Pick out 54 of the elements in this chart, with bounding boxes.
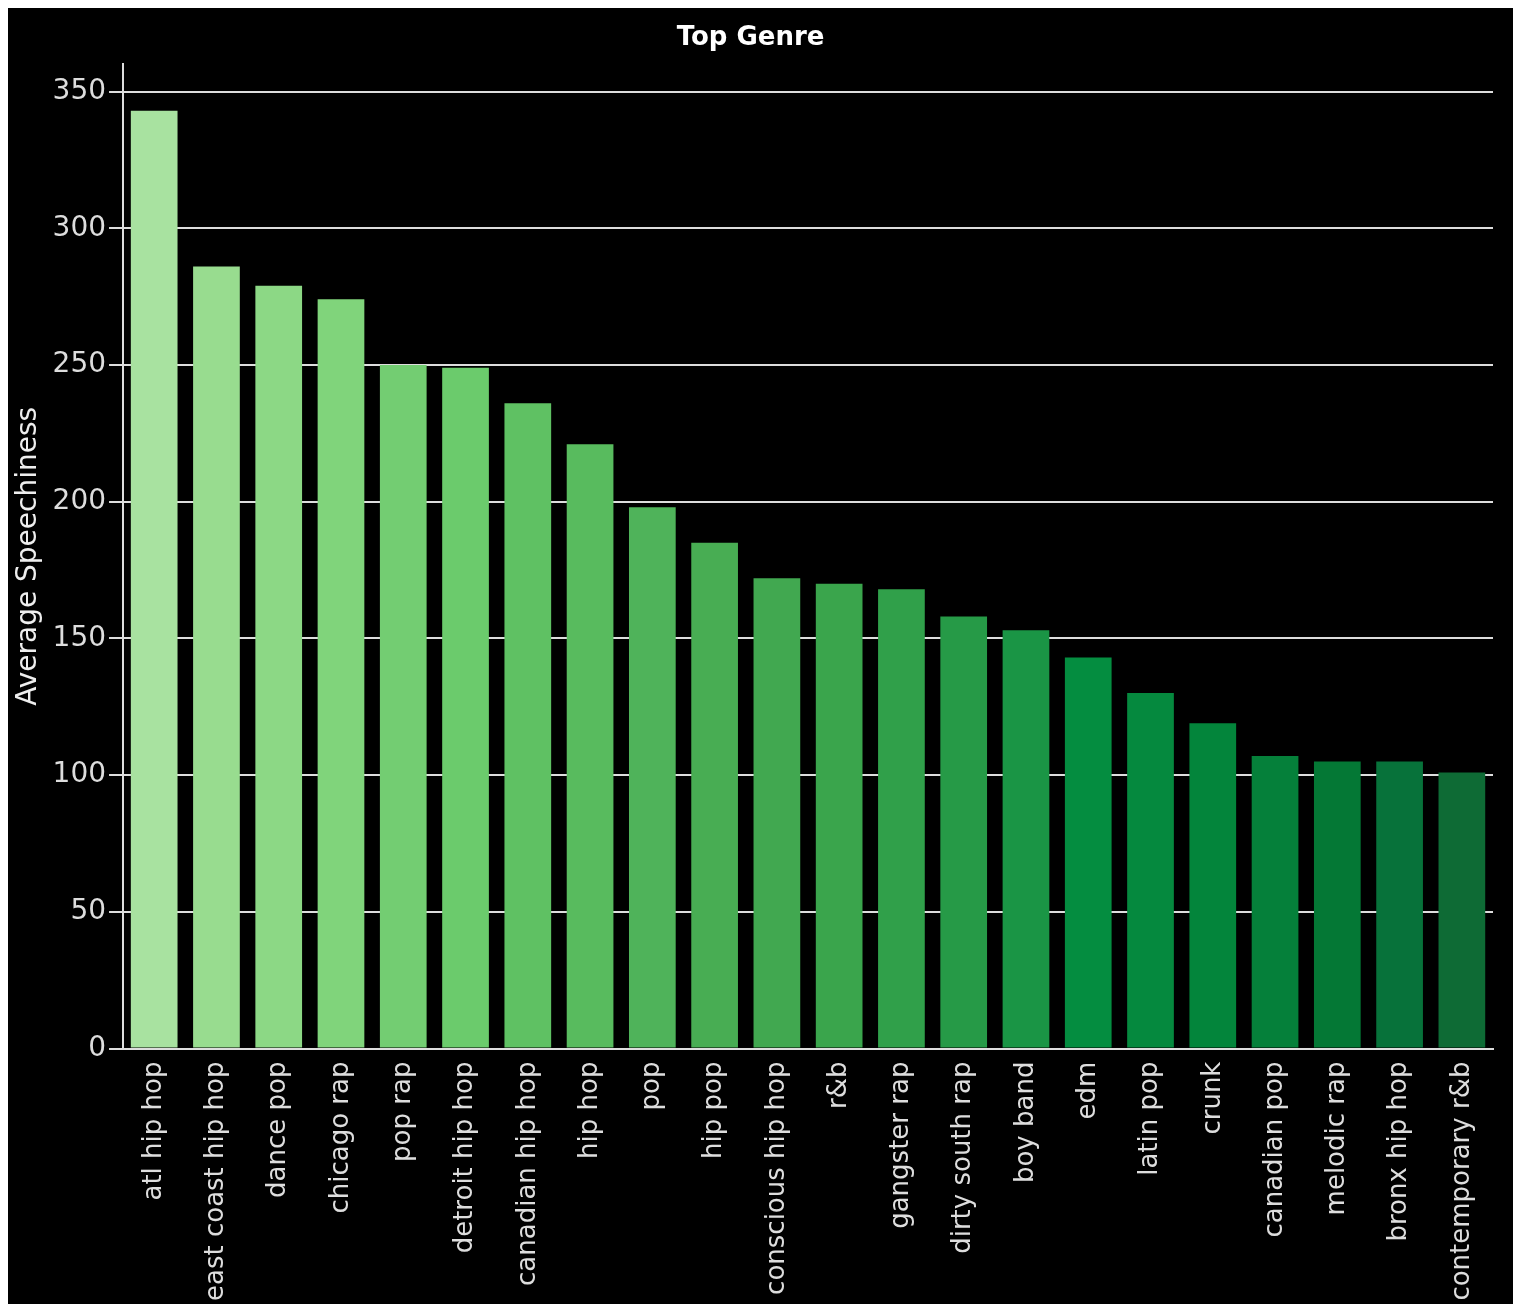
- x-tick-label: detroit hip hop: [448, 1061, 479, 1254]
- bar: [1313, 761, 1361, 1048]
- x-tick-label: boy band: [1008, 1061, 1039, 1184]
- bar: [1064, 657, 1112, 1048]
- y-tick-label: 350: [52, 72, 107, 106]
- x-tick-label: pop rap: [386, 1061, 417, 1162]
- bar: [753, 578, 801, 1048]
- x-tick-label: hip pop: [697, 1061, 728, 1159]
- x-tick-label: pop: [635, 1061, 666, 1111]
- bar: [815, 583, 863, 1048]
- x-tick-label: dirty south rap: [946, 1061, 977, 1254]
- bar: [442, 367, 489, 1048]
- bar: [1189, 723, 1237, 1048]
- x-tick-label: latin pop: [1133, 1061, 1164, 1176]
- bar: [1376, 761, 1423, 1048]
- x-tick-label: canadian hip hop: [510, 1061, 541, 1286]
- y-tick-label: 200: [52, 482, 107, 516]
- bar: [317, 299, 365, 1048]
- x-tick-label: melodic rap: [1320, 1061, 1351, 1216]
- x-tick-label: chicago rap: [323, 1061, 354, 1214]
- bar: [1251, 755, 1299, 1048]
- bar: [628, 507, 676, 1048]
- bar: [940, 616, 988, 1048]
- bar: [193, 266, 240, 1048]
- x-tick-label: east coast hip hop: [199, 1061, 230, 1301]
- bar: [566, 444, 614, 1048]
- x-tick-label: hip hop: [572, 1061, 603, 1159]
- x-tick-label: crunk: [1195, 1061, 1226, 1135]
- x-tick-label: atl hip hop: [136, 1061, 167, 1201]
- bar: [255, 285, 303, 1048]
- x-tick-label: contemporary r&b: [1444, 1061, 1475, 1301]
- y-axis-title: Average Speechiness: [10, 406, 44, 706]
- x-tick-label: dance pop: [261, 1061, 292, 1198]
- bar: [379, 364, 427, 1048]
- bar: [1127, 693, 1174, 1048]
- y-tick-label: 0: [88, 1029, 107, 1063]
- y-tick-label: 50: [70, 893, 107, 927]
- bar: [130, 110, 178, 1048]
- y-tick-label: 150: [52, 619, 107, 653]
- bar: [878, 589, 925, 1048]
- x-tick-label: r&b: [821, 1061, 852, 1110]
- y-tick-label: 250: [52, 346, 107, 380]
- bar: [1002, 630, 1050, 1048]
- x-tick-label: canadian pop: [1257, 1061, 1288, 1238]
- bar: [691, 542, 738, 1048]
- x-tick-label: conscious hip hop: [759, 1061, 790, 1295]
- y-tick-label: 100: [52, 756, 107, 790]
- y-tick-label: 300: [52, 209, 107, 243]
- chart-title: Top Genre: [676, 21, 825, 52]
- x-tick-label: edm: [1070, 1061, 1101, 1120]
- x-tick-label: bronx hip hop: [1382, 1061, 1413, 1242]
- bar: [504, 403, 552, 1048]
- x-tick-label: gangster rap: [884, 1061, 915, 1229]
- bar: [1438, 772, 1486, 1048]
